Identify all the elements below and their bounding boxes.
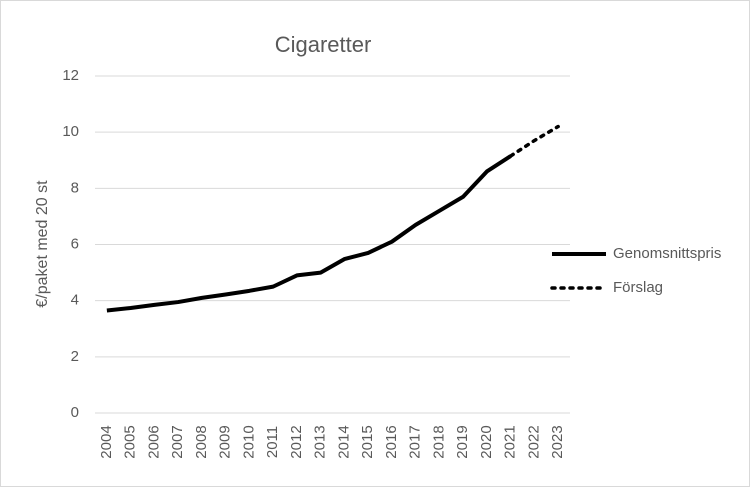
y-tick-label: 12	[62, 67, 79, 84]
x-tick-label: 2020	[478, 425, 495, 458]
y-tick-label: 4	[71, 292, 79, 309]
series-line	[106, 154, 512, 313]
y-tick-label: 2	[71, 348, 79, 365]
x-tick-label: 2021	[502, 425, 519, 458]
x-tick-label: 2018	[430, 425, 447, 458]
x-tick-label: 2009	[217, 425, 234, 458]
x-tick-label: 2015	[359, 425, 376, 458]
x-tick-label: 2022	[525, 425, 542, 458]
x-tick-label: 2014	[335, 425, 352, 458]
y-axis-label: €/paket med 20 st	[34, 180, 51, 308]
x-tick-label: 2004	[98, 425, 115, 458]
chart-title: Cigaretter	[275, 32, 372, 57]
x-tick-label: 2010	[240, 425, 257, 458]
x-tick-label: 2008	[193, 425, 210, 458]
legend-label: Genomsnittspris	[613, 245, 721, 262]
y-tick-label: 0	[71, 404, 79, 421]
x-tick-label: 2011	[264, 426, 281, 458]
x-tick-label: 2006	[145, 425, 162, 458]
x-tick-label: 2017	[407, 425, 424, 458]
x-tick-label: 2012	[288, 425, 305, 458]
x-tick-label: 2007	[169, 425, 186, 458]
x-tick-label: 2005	[122, 425, 139, 458]
x-tick-label: 2016	[383, 425, 400, 458]
series-line	[508, 124, 560, 158]
x-tick-label: 2019	[454, 425, 471, 458]
x-tick-label: 2023	[549, 425, 566, 458]
x-tick-label: 2013	[312, 425, 329, 458]
legend-label: Förslag	[613, 279, 663, 296]
y-tick-label: 6	[71, 235, 79, 252]
y-tick-label: 8	[71, 179, 79, 196]
y-tick-label: 10	[62, 123, 79, 140]
